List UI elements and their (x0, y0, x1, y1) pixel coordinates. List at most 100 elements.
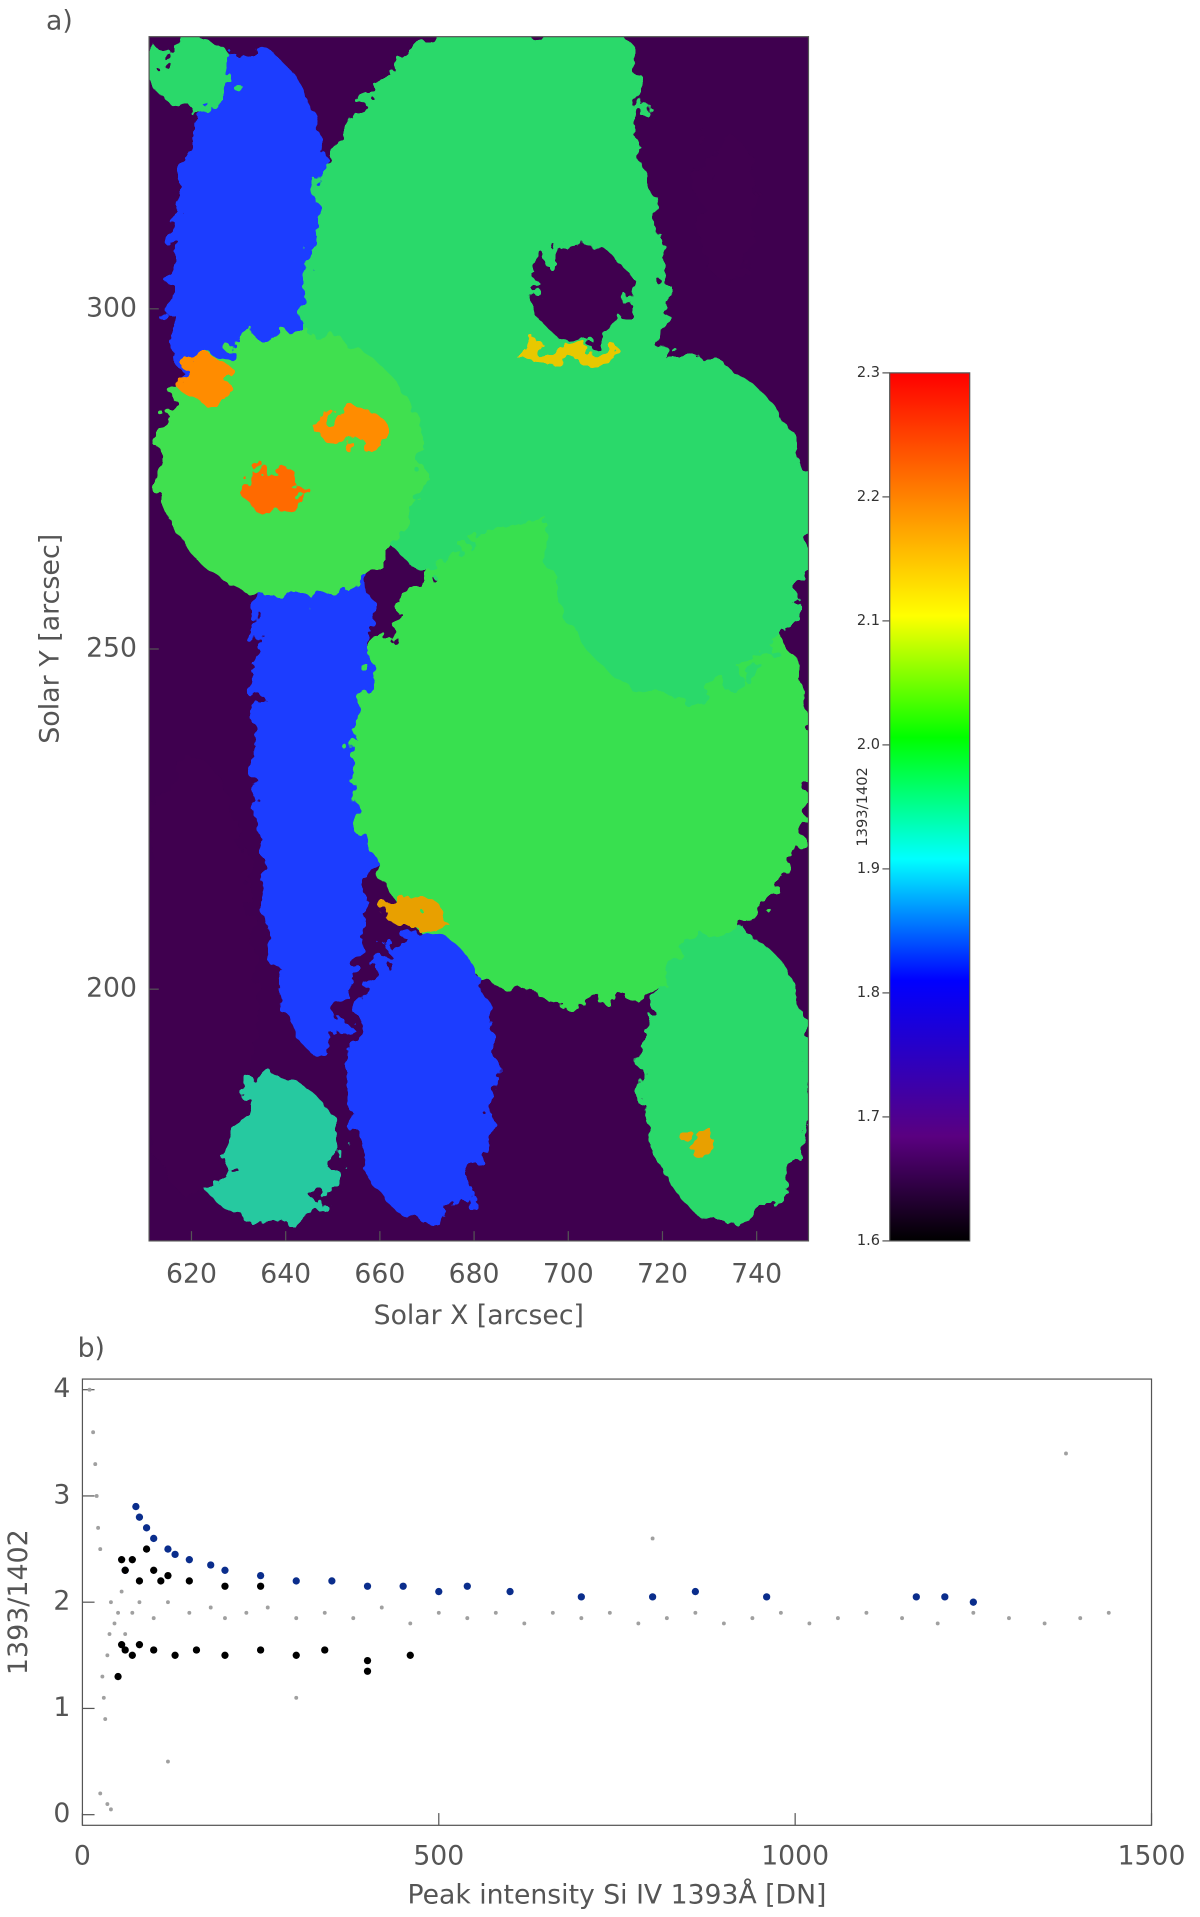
data-point (607, 1610, 612, 1615)
data-point (265, 1605, 270, 1610)
x-tick-label: 640 (260, 1259, 311, 1290)
data-point (664, 1616, 669, 1621)
data-point (221, 1566, 229, 1574)
data-point (98, 1791, 103, 1796)
data-point (1078, 1616, 1083, 1621)
data-point (114, 1672, 122, 1681)
data-point (117, 1556, 126, 1564)
data-point (807, 1621, 812, 1626)
data-point (171, 1550, 179, 1559)
heatmap-image (149, 36, 809, 1241)
data-point (351, 1616, 356, 1621)
data-point (693, 1610, 698, 1615)
data-point (506, 1587, 514, 1596)
y-axis-label: Solar Y [arcsec] (34, 534, 65, 744)
x-tick-label: 1000 (761, 1841, 829, 1872)
data-point (103, 1717, 108, 1722)
colorbar-tick-label: 2.2 (857, 488, 880, 505)
data-point (121, 1646, 129, 1654)
data-point (187, 1610, 192, 1615)
data-point (971, 1610, 976, 1615)
colorbar-label: 1393/1402 (854, 767, 871, 847)
data-point (101, 1695, 106, 1700)
data-point (406, 1651, 414, 1659)
data-point (112, 1621, 117, 1626)
data-point (721, 1621, 726, 1626)
data-point (763, 1593, 771, 1601)
data-point (969, 1598, 977, 1606)
data-point (835, 1616, 840, 1621)
data-point (94, 1493, 99, 1498)
data-point (1106, 1610, 1111, 1615)
colorbar-tick-label: 2.1 (857, 612, 880, 629)
data-point (128, 1651, 136, 1659)
data-point (93, 1462, 98, 1467)
data-point (164, 1545, 172, 1553)
data-point (105, 1653, 110, 1658)
x-tick-label: 740 (731, 1259, 782, 1290)
x-tick-label: 1500 (1118, 1841, 1186, 1872)
data-point (322, 1610, 327, 1615)
data-point (128, 1556, 136, 1564)
data-point (208, 1605, 213, 1610)
x-axis-label: Solar X [arcsec] (374, 1300, 584, 1331)
data-point (164, 1571, 172, 1580)
y-tick-label: 0 (53, 1798, 70, 1829)
data-point (185, 1577, 193, 1585)
panel-label: a) (46, 5, 73, 36)
x-tick-label: 720 (637, 1259, 688, 1290)
data-point (1042, 1621, 1047, 1626)
data-point (171, 1651, 179, 1659)
data-point (778, 1610, 783, 1615)
data-point (399, 1582, 407, 1590)
data-point (1064, 1451, 1068, 1456)
data-point (142, 1524, 151, 1532)
data-point (107, 1632, 112, 1637)
colorbar-tick-label: 1.7 (857, 1108, 880, 1125)
x-tick-label: 680 (449, 1259, 500, 1290)
colorbar-tick-label: 2.0 (857, 736, 880, 753)
data-point (132, 1502, 140, 1511)
y-tick-label: 2 (53, 1586, 70, 1617)
data-point (150, 1534, 158, 1543)
data-point (121, 1566, 129, 1574)
data-point (691, 1587, 700, 1596)
data-point (166, 1759, 170, 1764)
data-point (207, 1561, 215, 1569)
data-point (135, 1641, 144, 1649)
data-point (142, 1545, 151, 1553)
data-point (935, 1621, 940, 1626)
plot-frame (148, 36, 810, 1242)
data-point (119, 1589, 124, 1594)
data-point (108, 1600, 113, 1605)
data-point (135, 1577, 144, 1585)
data-point (864, 1610, 869, 1615)
data-point (292, 1651, 300, 1659)
data-point (96, 1525, 101, 1530)
colorbar-tick-label: 1.9 (857, 860, 880, 877)
colorbar-tick-label: 1.8 (857, 984, 880, 1001)
data-point (294, 1695, 299, 1700)
y-tick-label: 250 (86, 632, 137, 663)
data-point (577, 1593, 585, 1601)
data-point (135, 1513, 144, 1521)
data-point (550, 1610, 555, 1615)
data-point (87, 1387, 92, 1392)
data-point (256, 1646, 265, 1654)
data-point (157, 1577, 165, 1585)
x-tick-label: 500 (413, 1841, 464, 1872)
y-tick-label: 3 (53, 1479, 70, 1510)
data-point (166, 1600, 170, 1605)
x-tick-label: 660 (354, 1259, 405, 1290)
data-point (900, 1616, 905, 1621)
data-point (244, 1610, 249, 1615)
colorbar (889, 372, 971, 1242)
data-point (436, 1610, 441, 1615)
data-point (363, 1667, 372, 1675)
data-point (328, 1577, 336, 1585)
data-point (100, 1674, 105, 1679)
data-point (363, 1582, 372, 1590)
y-tick-label: 200 (86, 973, 137, 1004)
data-point (108, 1807, 113, 1812)
